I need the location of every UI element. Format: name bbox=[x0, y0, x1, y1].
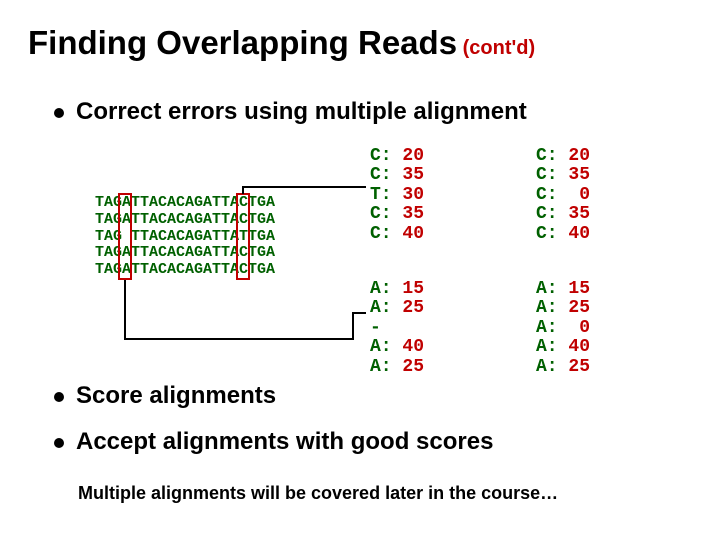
bullet-dot bbox=[54, 108, 64, 118]
connector-h2b bbox=[352, 186, 366, 188]
bullet-1: Correct errors using multiple alignment bbox=[54, 98, 527, 126]
title-main: Finding Overlapping Reads bbox=[28, 24, 457, 61]
bullet-1-text: Correct errors using multiple alignment bbox=[76, 98, 527, 126]
slide-title: Finding Overlapping Reads (cont'd) bbox=[28, 24, 535, 62]
score-block-1-right: C: 20 C: 35 C: 0 C: 35 C: 40 bbox=[536, 147, 590, 244]
highlight-col-1 bbox=[118, 193, 132, 280]
score-block-2-right: A: 15 A: 25 A: 0 A: 40 A: 25 bbox=[536, 280, 590, 377]
highlight-col-2 bbox=[236, 193, 250, 280]
connector-v1b bbox=[352, 312, 354, 340]
bullet-2: Score alignments bbox=[54, 382, 276, 410]
title-contd: (cont'd) bbox=[457, 37, 535, 59]
bullet-2-text: Score alignments bbox=[76, 382, 276, 410]
footer-text: Multiple alignments will be covered late… bbox=[78, 483, 558, 504]
bullet-dot bbox=[54, 438, 64, 448]
score-block-1-left: C: 20 C: 35 T: 30 C: 35 C: 40 bbox=[370, 147, 424, 244]
connector-h1b bbox=[352, 312, 366, 314]
bullet-3-text: Accept alignments with good scores bbox=[76, 428, 493, 456]
connector-v1 bbox=[124, 280, 126, 340]
score-block-2-left: A: 15 A: 25 - A: 40 A: 25 bbox=[370, 280, 424, 377]
connector-h1 bbox=[124, 338, 354, 340]
bullet-dot bbox=[54, 392, 64, 402]
bullet-3: Accept alignments with good scores bbox=[54, 428, 493, 456]
connector-h2 bbox=[242, 186, 354, 188]
